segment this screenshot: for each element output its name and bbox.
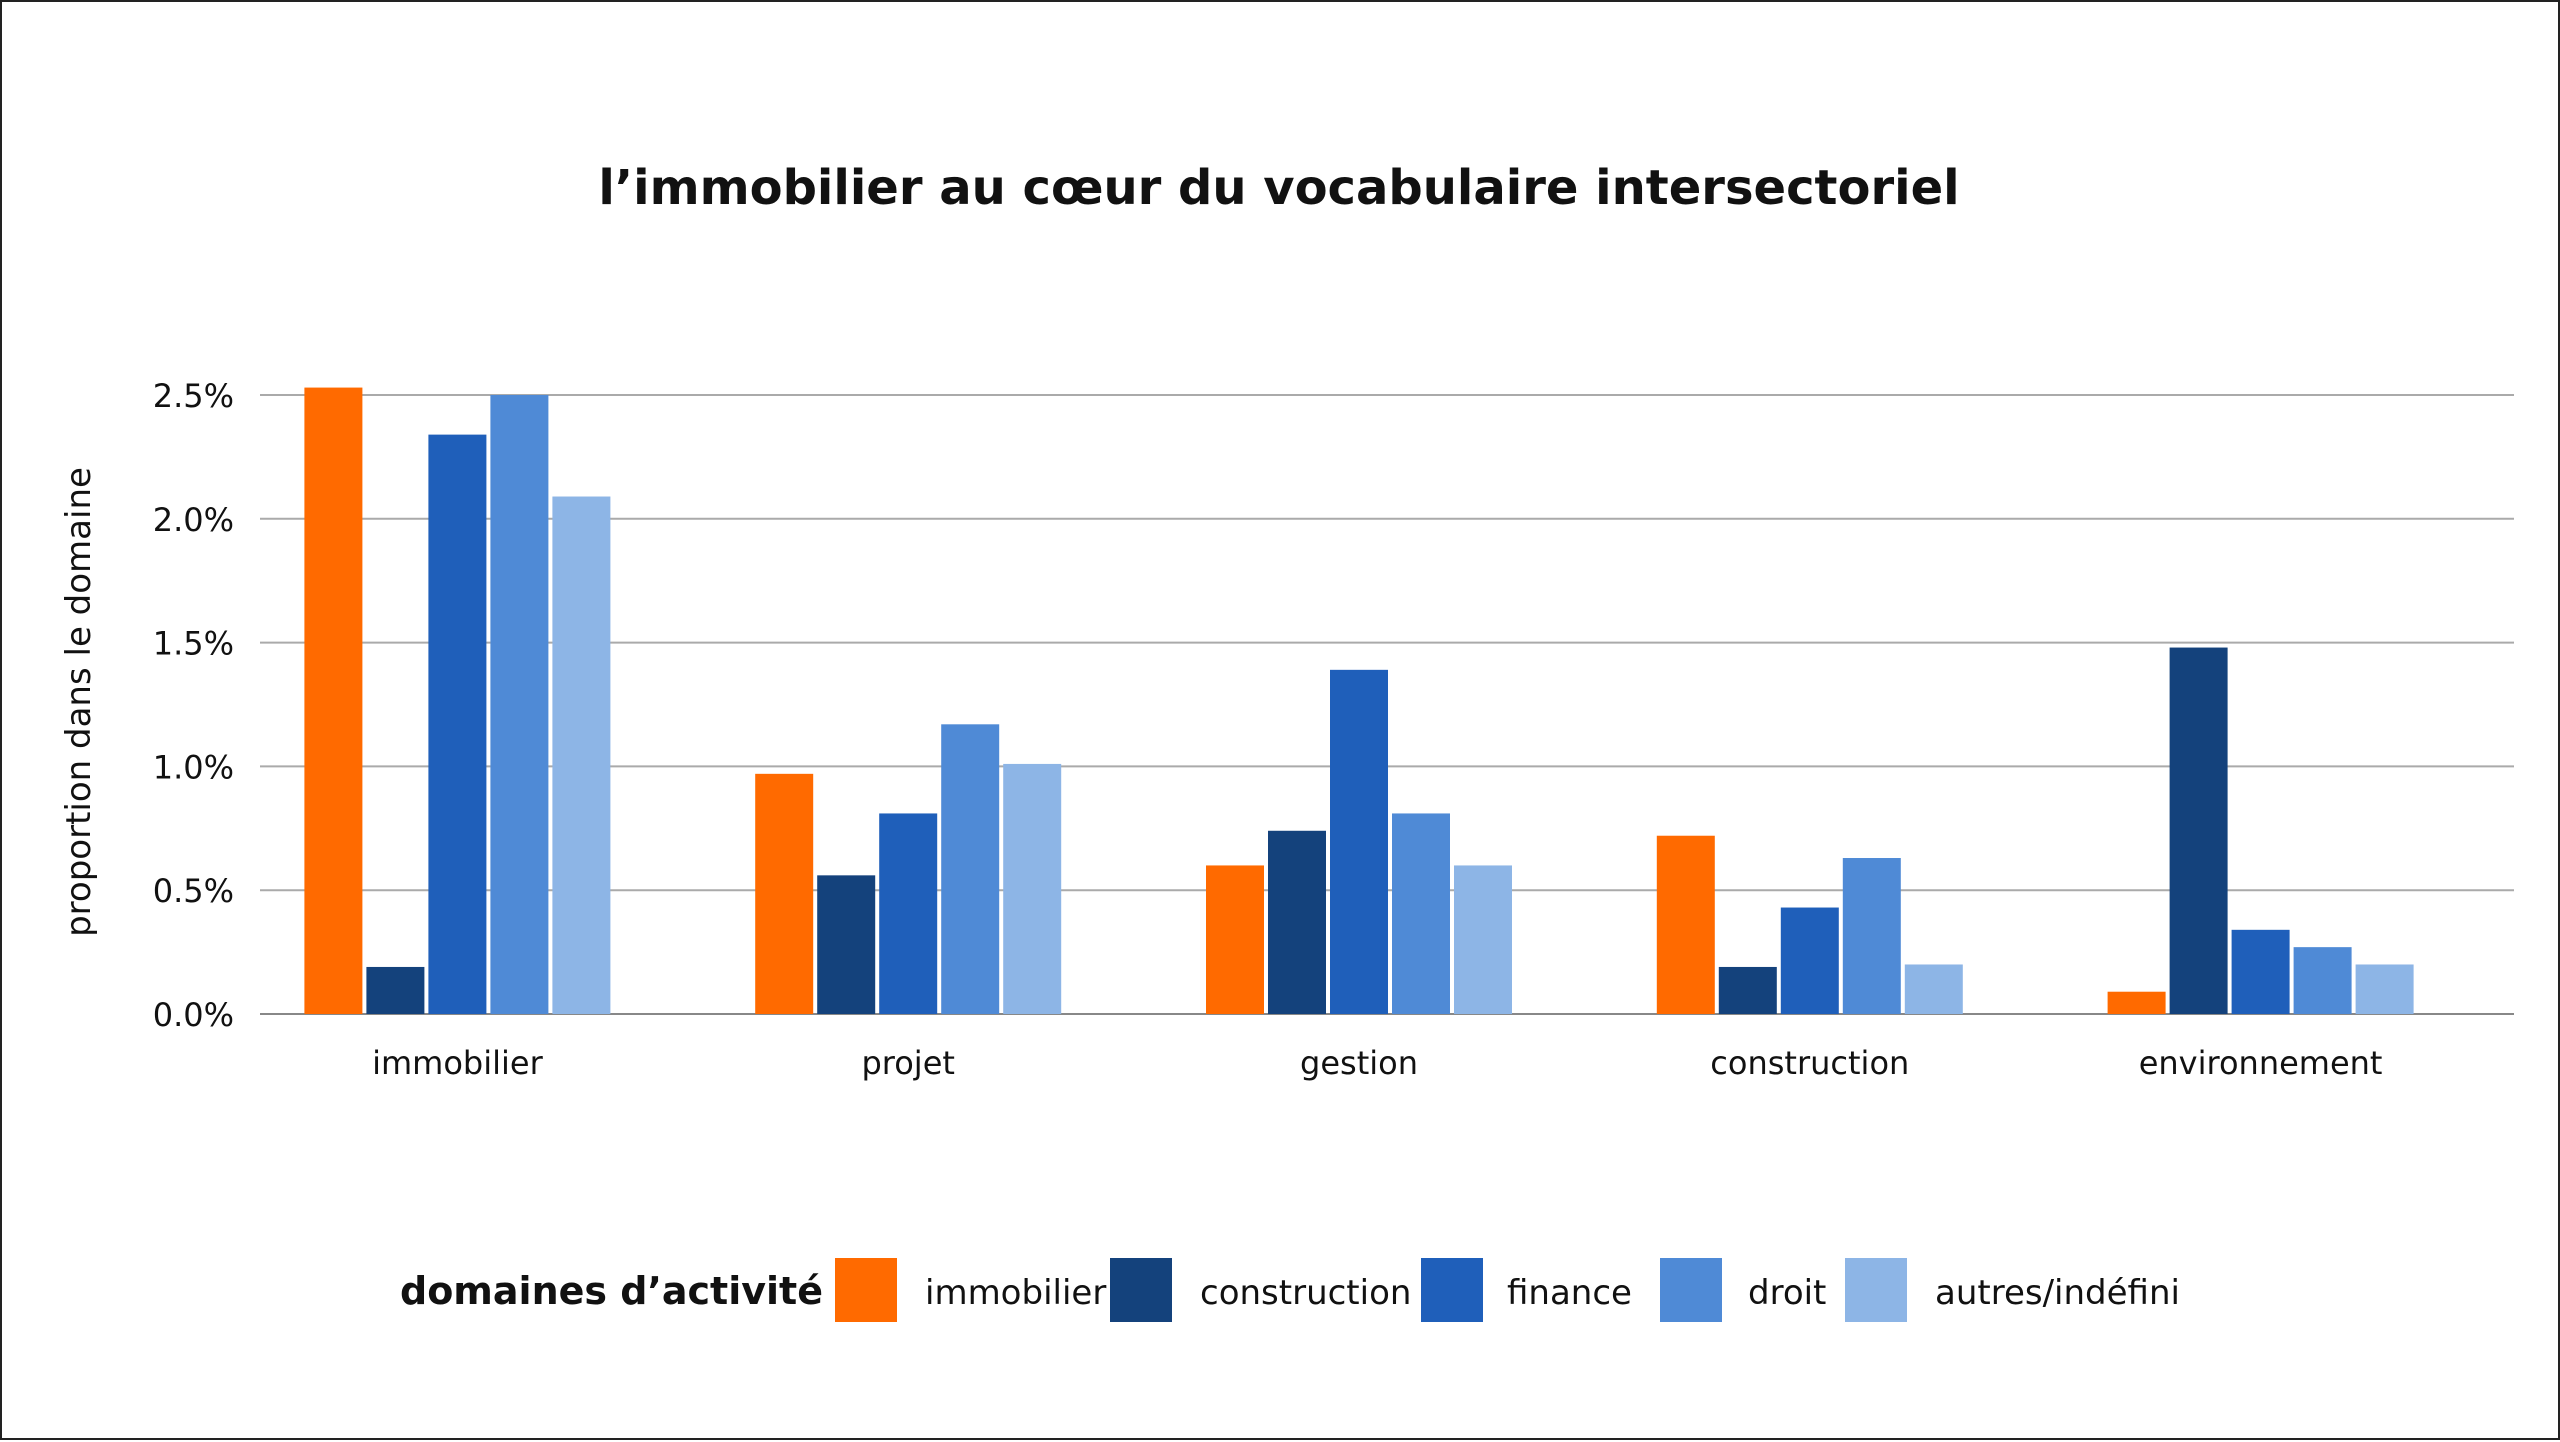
bar-projet-finance <box>879 813 938 1014</box>
y-tick-label: 2.0% <box>153 501 234 539</box>
x-tick-label: environnement <box>2139 1044 2383 1082</box>
y-tick-label: 1.5% <box>153 625 234 663</box>
legend-label: autres/indéfini <box>1935 1273 2180 1313</box>
legend-swatch <box>835 1258 897 1322</box>
x-tick-label: gestion <box>1300 1044 1418 1082</box>
bar-immobilier-autresindfini <box>552 496 611 1014</box>
legend-swatch <box>1110 1258 1172 1322</box>
bar-immobilier-droit <box>490 395 549 1014</box>
bar-projet-droit <box>941 724 1000 1014</box>
bar-gestion-autresindfini <box>1454 865 1512 1014</box>
y-tick-label: 1.0% <box>153 748 234 786</box>
bar-environnement-finance <box>2231 929 2290 1014</box>
legend-title: domaines d’activité : <box>400 1269 851 1313</box>
legend: immobilier construction finance droit autres… <box>835 1258 2180 1322</box>
y-tick-label: 0.5% <box>153 872 234 910</box>
legend-swatch <box>1845 1258 1907 1322</box>
bar-construction-construction <box>1718 966 1777 1014</box>
bar-immobilier-construction <box>366 966 425 1014</box>
y-tick-label: 0.0% <box>153 996 234 1034</box>
x-tick-label: construction <box>1710 1044 1909 1082</box>
y-tick-label: 2.5% <box>153 377 234 415</box>
x-tick-label: immobilier <box>372 1044 543 1082</box>
x-tick-label: projet <box>861 1044 954 1082</box>
bar-gestion-finance <box>1330 669 1388 1014</box>
bar-environnement-droit <box>2293 947 2352 1014</box>
bar-construction-finance <box>1780 907 1839 1014</box>
bar-construction-immobilier <box>1656 835 1715 1014</box>
bar-projet-construction <box>817 875 876 1014</box>
legend-swatch <box>1660 1258 1722 1322</box>
bar-environnement-immobilier <box>2107 991 2166 1014</box>
bar-immobilier-immobilier <box>304 387 363 1014</box>
bar-immobilier-finance <box>428 434 487 1015</box>
legend-label: immobilier <box>925 1273 1106 1313</box>
legend-label: finance <box>1507 1273 1632 1313</box>
bar-construction-autresindfini <box>1904 964 1963 1014</box>
bar-projet-immobilier <box>755 773 814 1014</box>
y-axis-label: proportion dans le domaine <box>59 467 99 937</box>
bar-projet-autresindfini <box>1003 763 1062 1014</box>
chart-title: l’immobilier au cœur du vocabulaire inte… <box>598 160 1959 216</box>
bar-environnement-autresindfini <box>2355 964 2414 1014</box>
legend-label: droit <box>1748 1273 1826 1313</box>
bar-gestion-droit <box>1392 813 1450 1014</box>
bars <box>304 387 2414 1015</box>
legend-label: construction <box>1200 1273 1411 1313</box>
bar-construction-droit <box>1842 858 1901 1014</box>
bar-environnement-construction <box>2169 647 2228 1014</box>
bar-gestion-construction <box>1268 830 1326 1014</box>
y-tick-labels: 0.0% 0.5% 1.0% 1.5% 2.0% 2.5% <box>153 377 234 1034</box>
legend-swatch <box>1421 1258 1483 1322</box>
x-tick-labels: immobilier projet gestion construction envir… <box>372 1044 2382 1082</box>
bar-gestion-immobilier <box>1206 865 1264 1014</box>
